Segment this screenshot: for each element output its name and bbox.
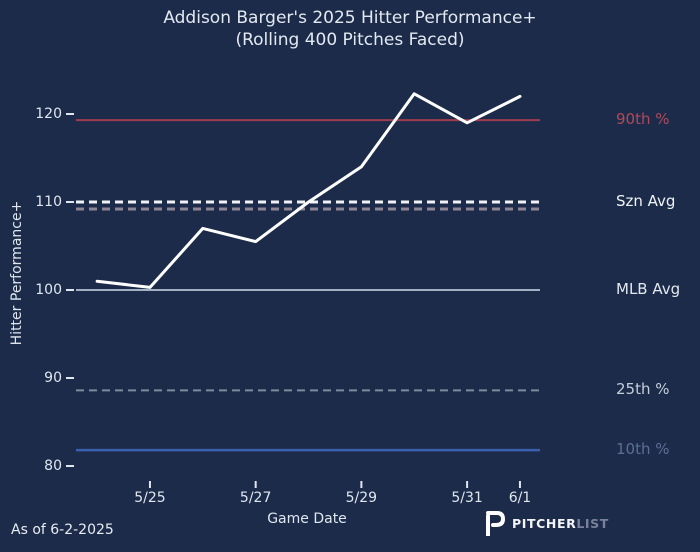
x-tick-label-6-1: 6/1 (508, 490, 532, 506)
x-tick-label-5-27: 5/27 (239, 490, 272, 506)
y-tick-label-80: 80 (44, 458, 62, 474)
pitcherlist-wordmark: PITCHERLIST (512, 516, 609, 531)
chart-title-line2: (Rolling 400 Pitches Faced) (235, 30, 465, 50)
x-tick-label-5-25: 5/25 (134, 490, 166, 506)
chart-title-line1: Addison Barger's 2025 Hitter Performance… (163, 8, 537, 28)
pitcherlist-logo: PITCHERLIST (482, 510, 609, 536)
ref-label-90th: 90th % (616, 110, 670, 129)
ref-label-25th: 25th % (616, 380, 670, 399)
chart-title: Addison Barger's 2025 Hitter Performance… (0, 7, 700, 51)
ref-label-10th: 10th % (616, 440, 670, 459)
y-tick-label-110: 110 (35, 194, 62, 210)
y-axis-title: Hitter Performance+ (9, 200, 25, 346)
y-tick-label-100: 100 (35, 282, 62, 298)
x-tick-label-5-29: 5/29 (345, 490, 378, 506)
ref-label-mlb-avg: MLB Avg (616, 280, 681, 298)
y-tick-label-120: 120 (35, 106, 62, 122)
logo-text-pitcher: PITCHER (512, 515, 577, 531)
logo-text-list: LIST (576, 515, 609, 531)
performance-line (95, 92, 522, 289)
as-of-date: As of 6-2-2025 (11, 522, 114, 538)
x-axis-title: Game Date (267, 511, 347, 527)
pitcherlist-p-icon (486, 511, 506, 536)
x-tick-label-5-31: 5/31 (451, 490, 483, 506)
y-tick-label-90: 90 (44, 370, 62, 386)
ref-label-szn-avg: Szn Avg (616, 192, 676, 210)
